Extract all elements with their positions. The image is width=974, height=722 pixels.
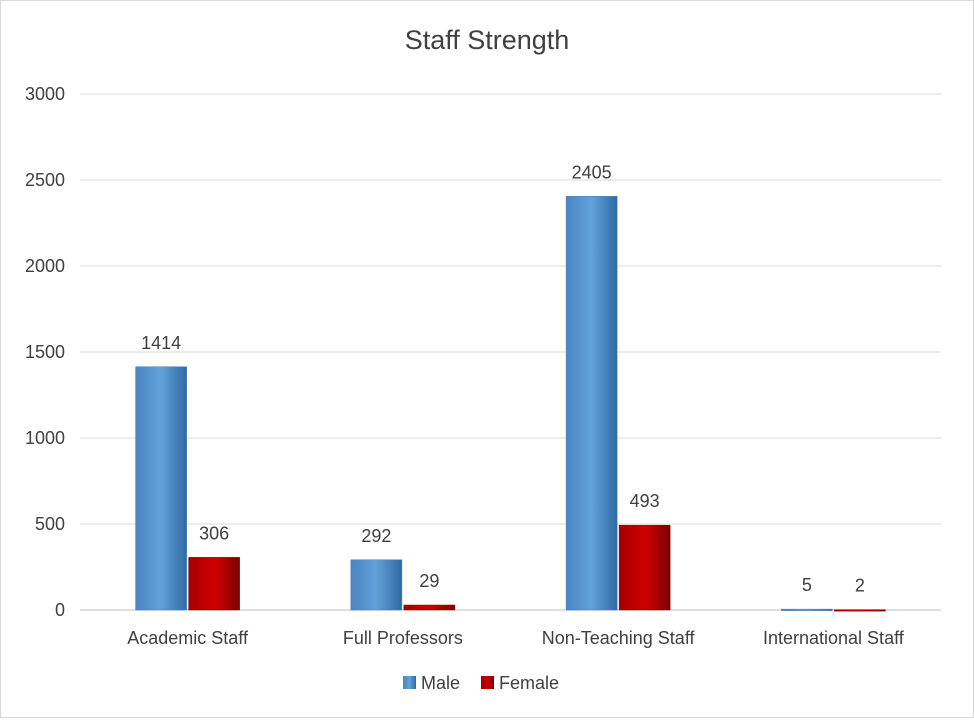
data-label: 29 xyxy=(419,571,439,591)
y-tick-label: 0 xyxy=(55,600,65,620)
data-label: 306 xyxy=(199,523,229,543)
legend-swatch-male xyxy=(403,676,416,689)
bar-female xyxy=(618,524,671,611)
legend-label: Male xyxy=(421,673,460,693)
data-label: 1414 xyxy=(141,333,181,353)
legend-swatch-female xyxy=(481,676,494,689)
bar-male xyxy=(565,196,618,611)
bar-female xyxy=(834,609,886,612)
x-tick-label: International Staff xyxy=(763,628,905,648)
bar-female xyxy=(403,604,456,611)
y-tick-label: 2500 xyxy=(25,170,65,190)
y-tick-label: 500 xyxy=(35,514,65,534)
data-label: 2 xyxy=(855,576,865,596)
data-label: 292 xyxy=(361,526,391,546)
bar-male xyxy=(781,608,833,611)
bar-female xyxy=(188,557,240,611)
bar-male xyxy=(135,366,187,611)
legend-label: Female xyxy=(499,673,559,693)
y-tick-label: 1500 xyxy=(25,342,65,362)
x-tick-label: Non-Teaching Staff xyxy=(542,628,696,648)
chart-title: Staff Strength xyxy=(405,25,570,55)
y-tick-label: 1000 xyxy=(25,428,65,448)
bar-male xyxy=(350,559,403,611)
x-tick-label: Full Professors xyxy=(343,628,463,648)
data-label: 5 xyxy=(802,575,812,595)
y-tick-label: 2000 xyxy=(25,256,65,276)
data-label: 2405 xyxy=(572,162,612,182)
y-tick-label: 3000 xyxy=(25,84,65,104)
data-label: 493 xyxy=(630,491,660,511)
x-tick-label: Academic Staff xyxy=(127,628,249,648)
